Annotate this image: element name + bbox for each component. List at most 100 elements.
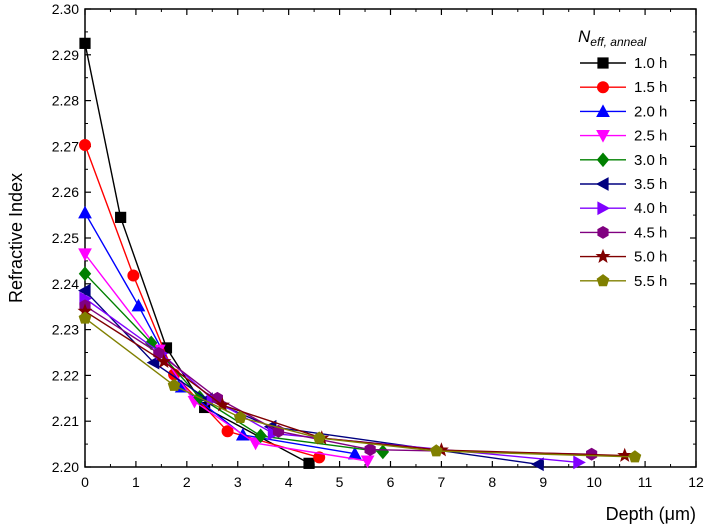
data-point — [254, 428, 267, 444]
legend-entry: 3.5 h — [580, 176, 667, 193]
legend-marker — [595, 177, 609, 191]
data-point — [215, 397, 230, 412]
legend-title: Neff, anneal — [578, 27, 647, 49]
data-point — [78, 266, 92, 282]
data-point — [376, 444, 390, 460]
legend-label: 1.0 h — [634, 55, 667, 72]
x-tick-label: 6 — [387, 474, 395, 490]
legend-marker — [596, 274, 610, 287]
y-tick-label: 2.30 — [52, 1, 79, 17]
series-line — [84, 310, 625, 457]
legend-label: 5.5 h — [634, 273, 667, 290]
data-point — [127, 269, 140, 282]
data-point — [79, 139, 92, 152]
series-line — [84, 305, 592, 455]
legend-title-sub: eff, anneal — [590, 35, 646, 49]
data-point — [628, 450, 642, 463]
y-tick-label: 2.22 — [52, 367, 79, 383]
data-point — [531, 457, 544, 472]
legend-marker — [596, 104, 610, 117]
x-tick-label: 8 — [488, 474, 496, 490]
x-tick-label: 0 — [81, 474, 89, 490]
legend-entry: 4.5 h — [580, 224, 667, 241]
data-point — [79, 37, 91, 49]
data-point — [617, 447, 633, 462]
legend-marker — [596, 129, 610, 143]
x-tick-label: 2 — [183, 474, 191, 490]
data-point — [364, 443, 376, 457]
x-tick-label: 7 — [438, 474, 446, 490]
series-line — [84, 317, 635, 458]
legend-marker — [597, 57, 609, 69]
data-point — [313, 451, 326, 464]
y-tick-label: 2.26 — [52, 184, 79, 200]
y-tick-label: 2.21 — [52, 413, 79, 429]
y-tick-label: 2.20 — [52, 459, 79, 475]
x-tick-label: 10 — [586, 474, 602, 490]
series-line — [84, 273, 383, 453]
series-1-5-h — [79, 139, 326, 464]
data-point — [115, 211, 127, 223]
legend-title-main: N — [578, 27, 591, 46]
legend-label: 5.0 h — [634, 249, 667, 266]
data-point — [78, 311, 92, 324]
x-tick-label: 1 — [132, 474, 140, 490]
x-tick-label: 11 — [638, 474, 653, 490]
y-axis-title: Refractive Index — [6, 173, 26, 303]
data-point — [248, 437, 263, 451]
series-5-5-h — [78, 311, 642, 463]
data-point — [153, 346, 165, 360]
legend-label: 3.5 h — [634, 176, 667, 193]
data-point — [429, 444, 443, 457]
y-tick-label: 2.29 — [52, 47, 79, 63]
legend-entry: 2.5 h — [580, 128, 667, 145]
legend-entry: 1.5 h — [580, 79, 667, 96]
data-point — [77, 283, 91, 298]
legend-label: 2.5 h — [634, 128, 667, 145]
x-tick-label: 4 — [285, 474, 293, 490]
legend-marker — [597, 201, 611, 216]
data-point — [221, 425, 234, 438]
series-group — [77, 37, 642, 472]
y-tick-label: 2.23 — [52, 322, 79, 338]
legend-label: 4.0 h — [634, 200, 667, 217]
data-point — [167, 378, 181, 391]
legend-label: 3.0 h — [634, 152, 667, 169]
x-tick-label: 3 — [234, 474, 242, 490]
data-point — [156, 353, 172, 369]
series-line — [84, 297, 579, 464]
data-point — [360, 455, 375, 469]
data-point — [78, 205, 92, 219]
legend: Neff, anneal 1.0 h 1.5 h 2.0 h 2.5 h 3.0 h 3.5… — [578, 27, 667, 290]
x-tick-label: 9 — [539, 474, 547, 490]
legend-entry: 3.0 h — [580, 152, 667, 169]
x-tick-label: 12 — [688, 474, 704, 490]
data-point — [131, 298, 146, 312]
series-5-0-h — [77, 303, 633, 462]
legend-entry: 1.0 h — [580, 55, 667, 72]
data-point — [312, 431, 326, 444]
legend-entry: 2.0 h — [580, 103, 667, 120]
legend-label: 2.0 h — [634, 103, 667, 120]
legend-marker — [597, 81, 610, 94]
y-tick-label: 2.27 — [52, 138, 79, 154]
legend-entry: 5.5 h — [580, 273, 667, 290]
legend-marker — [597, 225, 609, 239]
legend-label: 4.5 h — [634, 224, 667, 241]
data-point — [233, 410, 247, 423]
legend-marker — [596, 152, 610, 168]
y-tick-label: 2.25 — [52, 230, 79, 246]
data-point — [303, 457, 315, 469]
legend-marker — [595, 248, 611, 263]
axes: 0 1 2 3 4 5 6 7 8 9 10 11 122.202.212.222.232.242.25… — [6, 1, 704, 524]
y-tick-label: 2.28 — [52, 93, 79, 109]
data-point — [78, 248, 92, 262]
series-3-0-h — [78, 266, 390, 460]
x-tick-label: 5 — [336, 474, 344, 490]
legend-entry: 5.0 h — [580, 249, 667, 266]
y-tick-label: 2.24 — [52, 276, 79, 292]
legend-entry: 4.0 h — [580, 200, 667, 217]
x-axis-title: Depth (μm) — [606, 504, 696, 524]
legend-label: 1.5 h — [634, 79, 667, 96]
